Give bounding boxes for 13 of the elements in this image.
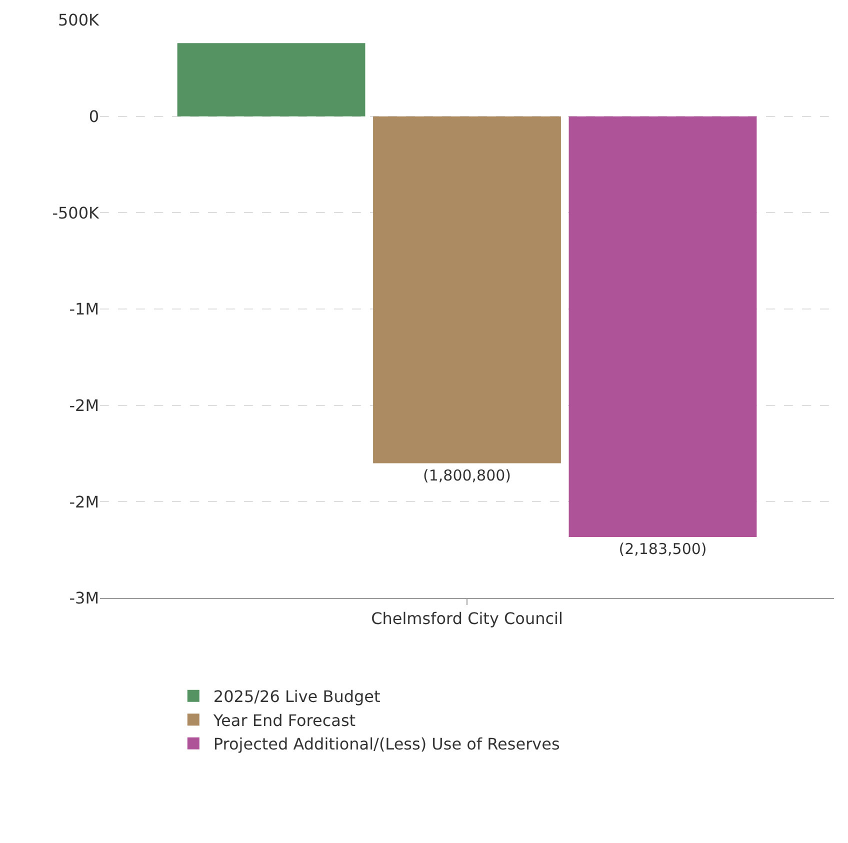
y-tick-label: -2M [69, 492, 99, 512]
y-tick-label: 500K [58, 10, 100, 30]
legend-label: 2025/26 Live Budget [213, 687, 380, 706]
y-tick-label: -1M [69, 300, 99, 319]
data-label: (1,800,800) [422, 466, 512, 484]
legend-label: Projected Additional/(Less) Use of Reserves [213, 734, 560, 754]
x-tick-label: Chelmsford City Council [371, 609, 563, 628]
y-tick-label: -2M [69, 396, 99, 415]
y-tick-label: -3M [69, 588, 99, 608]
y-tick-label: 0 [88, 106, 99, 126]
legend-label: Year End Forecast [212, 710, 356, 730]
y-tick-label: -500K [52, 203, 100, 222]
data-label: (2,183,500) [618, 540, 707, 558]
